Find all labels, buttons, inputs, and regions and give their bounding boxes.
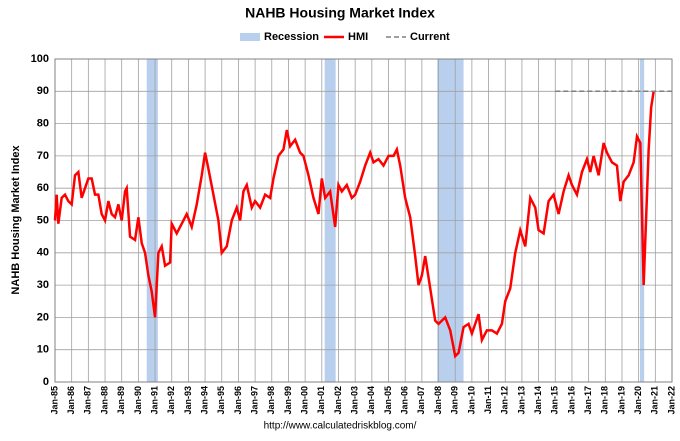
x-tick-label: Jan-01	[316, 386, 326, 415]
x-tick-label: Jan-22	[666, 386, 676, 415]
legend-label: Current	[410, 31, 450, 43]
x-tick-label: Jan-21	[650, 386, 660, 415]
x-tick-label: Jan-04	[366, 386, 376, 415]
x-tick-label: Jan-08	[433, 386, 443, 415]
y-tick-label: 90	[37, 85, 49, 97]
x-tick-label: Jan-15	[550, 386, 560, 415]
x-tick-label: Jan-91	[149, 386, 159, 415]
y-tick-label: 0	[43, 376, 49, 388]
x-tick-label: Jan-88	[99, 386, 109, 415]
x-tick-label: Jan-07	[416, 386, 426, 415]
x-tick-label: Jan-92	[166, 386, 176, 415]
x-tick-label: Jan-09	[450, 386, 460, 415]
x-tick-label: Jan-20	[633, 386, 643, 415]
y-tick-label: 100	[31, 53, 49, 65]
y-tick-label: 60	[37, 182, 49, 194]
legend-label: HMI	[348, 31, 368, 43]
legend-label: Recession	[264, 31, 319, 43]
x-tick-label: Jan-89	[116, 386, 126, 415]
x-tick-label: Jan-95	[216, 386, 226, 415]
x-tick-label: Jan-12	[500, 386, 510, 415]
x-tick-label: Jan-18	[600, 386, 610, 415]
y-axis-label: NAHB Housing Market Index	[10, 145, 22, 295]
y-tick-label: 50	[37, 214, 49, 226]
y-tick-label: 20	[37, 311, 49, 323]
x-tick-label: Jan-14	[533, 386, 543, 415]
x-tick-label: Jan-86	[66, 386, 76, 415]
chart-title: NAHB Housing Market Index	[245, 5, 435, 21]
x-tick-label: Jan-16	[566, 386, 576, 415]
x-tick-label: Jan-96	[233, 386, 243, 415]
x-tick-label: Jan-10	[466, 386, 476, 415]
legend-swatch	[240, 33, 260, 41]
x-tick-label: Jan-00	[300, 386, 310, 415]
x-tick-label: Jan-94	[199, 386, 209, 415]
y-tick-label: 70	[37, 150, 49, 162]
series-line	[53, 91, 655, 359]
x-tick-label: Jan-19	[616, 386, 626, 415]
x-tick-label: Jan-05	[383, 386, 393, 415]
y-tick-label: 10	[37, 344, 49, 356]
x-tick-label: Jan-97	[249, 386, 259, 415]
x-tick-label: Jan-98	[266, 386, 276, 415]
x-tick-label: Jan-85	[49, 386, 59, 415]
source: http://www.calculatedriskblog.com/	[264, 421, 417, 432]
x-tick-label: Jan-99	[283, 386, 293, 415]
y-tick-label: 40	[37, 247, 49, 259]
x-tick-label: Jan-93	[183, 386, 193, 415]
x-tick-label: Jan-87	[83, 386, 93, 415]
y-tick-label: 30	[37, 279, 49, 291]
x-tick-label: Jan-02	[333, 386, 343, 415]
x-tick-label: Jan-90	[133, 386, 143, 415]
x-tick-label: Jan-06	[400, 386, 410, 415]
x-tick-label: Jan-11	[483, 386, 493, 414]
y-tick-label: 80	[37, 118, 49, 130]
x-tick-label: Jan-03	[350, 386, 360, 415]
x-tick-label: Jan-17	[583, 386, 593, 415]
x-tick-label: Jan-13	[516, 386, 526, 415]
